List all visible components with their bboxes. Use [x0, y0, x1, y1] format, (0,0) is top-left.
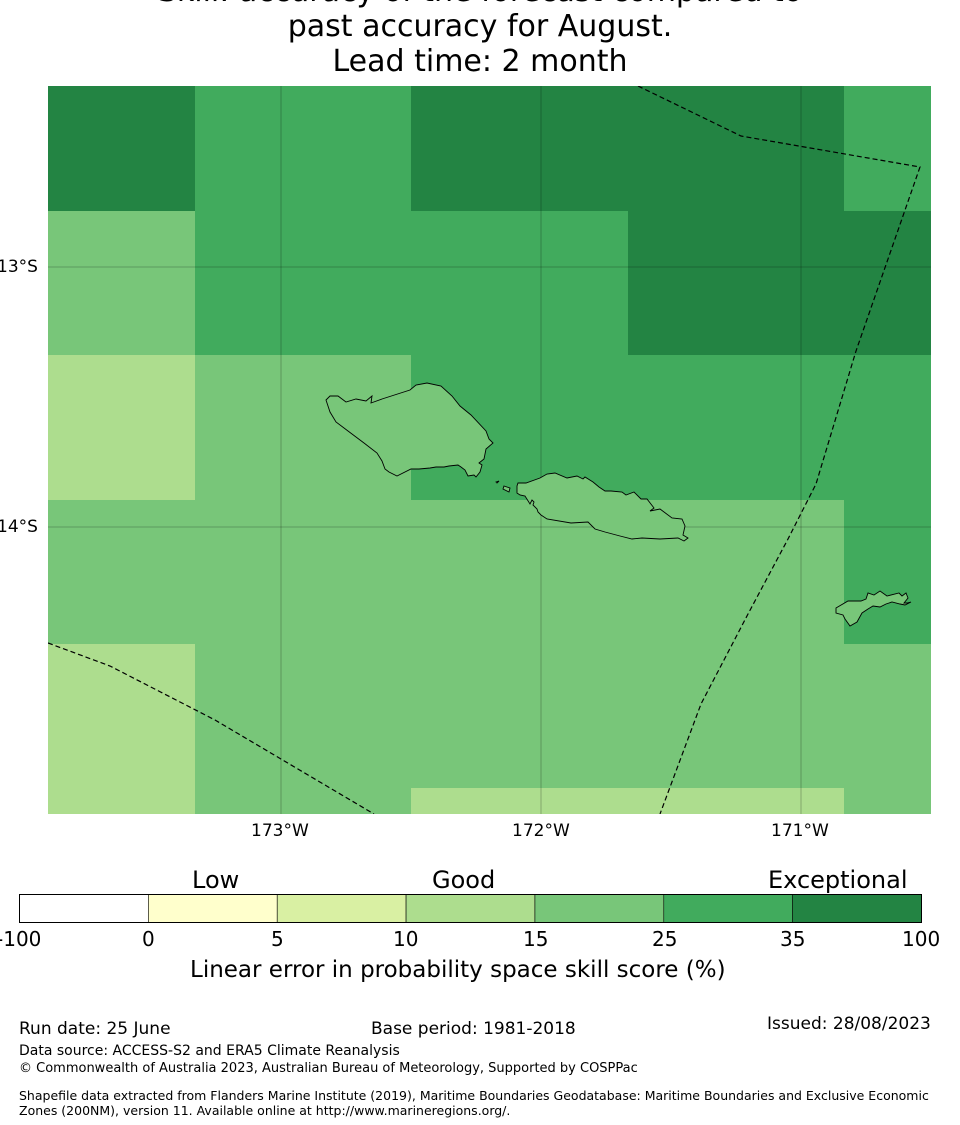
skill-cell: [48, 86, 195, 211]
colorbar-label: Linear error in probability space skill …: [190, 957, 726, 983]
run-date: Run date: 25 June: [19, 1019, 171, 1039]
tick-15: 15: [523, 927, 549, 951]
tick-minus100: -100: [0, 927, 42, 951]
eez-boundary-southwest: [48, 642, 375, 814]
skill-grid-cells: [48, 86, 931, 814]
skill-cell: [411, 211, 628, 355]
shapefile-credit: Shapefile data extracted from Flanders M…: [19, 1088, 929, 1118]
skill-cell: [48, 644, 195, 788]
lon-label-173w: 173°W: [251, 821, 309, 841]
base-period: Base period: 1981-2018: [371, 1019, 576, 1039]
skill-cell: [411, 86, 628, 211]
colorbar-swatch: [276, 894, 407, 923]
colorbar-swatch: [792, 894, 922, 923]
colorbar-swatch: [148, 894, 278, 923]
graticule: [48, 86, 931, 814]
skill-cell: [628, 788, 844, 814]
skill-cell: [628, 86, 844, 211]
data-source: Data source: ACCESS-S2 and ERA5 Climate …: [19, 1043, 400, 1059]
tick-100: 100: [902, 927, 941, 951]
upolu-island: [516, 472, 689, 542]
colorbar-swatch: [405, 894, 536, 923]
colorbar-swatch: [534, 894, 665, 923]
skill-cell: [48, 355, 195, 500]
skill-cell: [844, 211, 931, 355]
eez-boundaries: [48, 86, 921, 814]
skill-cell: [195, 644, 411, 788]
skill-cell: [48, 211, 195, 355]
tick-25: 25: [652, 927, 678, 951]
title-line-1: Skill: accuracy of the forecast compared…: [0, 0, 960, 9]
manono-island: [495, 480, 500, 484]
tick-35: 35: [780, 927, 806, 951]
savaii-island: [325, 382, 494, 478]
tick-5: 5: [271, 927, 284, 951]
skill-cell: [411, 788, 628, 814]
copyright: © Commonwealth of Australia 2023, Austra…: [19, 1061, 638, 1076]
category-exceptional: Exceptional: [768, 866, 908, 894]
skill-cell: [411, 644, 628, 788]
category-low: Low: [192, 866, 240, 894]
colorbar-swatch: [19, 894, 149, 923]
colorbar-swatches: [19, 894, 922, 923]
apolima-island: [502, 485, 511, 493]
skill-cell: [195, 86, 411, 211]
tick-10: 10: [393, 927, 419, 951]
chart-title: Skill: accuracy of the forecast compared…: [0, 0, 960, 79]
eez-boundary-east: [637, 86, 921, 814]
title-line-3: Lead time: 2 month: [332, 44, 628, 79]
lon-label-171w: 171°W: [771, 821, 829, 841]
lon-label-172w: 172°W: [512, 821, 570, 841]
skill-cell: [844, 788, 931, 814]
skill-cell: [628, 644, 844, 788]
skill-cell: [195, 788, 411, 814]
coastlines: [325, 382, 912, 627]
tutuila-island: [835, 590, 912, 627]
lat-label-13s: 13°S: [0, 257, 38, 277]
skill-cell: [48, 788, 195, 814]
skill-cell: [844, 86, 931, 211]
skill-cell: [628, 355, 844, 500]
category-good: Good: [432, 866, 496, 894]
issued-date: Issued: 28/08/2023: [767, 1014, 931, 1034]
skill-cell: [628, 211, 844, 355]
skill-cell: [844, 644, 931, 788]
tick-0: 0: [142, 927, 155, 951]
colorbar-swatch: [663, 894, 793, 923]
skill-cell: [195, 500, 411, 644]
skill-cell: [48, 500, 195, 644]
skill-cell: [195, 211, 411, 355]
map-canvas: [48, 86, 931, 814]
colorbar: [19, 894, 922, 923]
lat-label-14s: 14°S: [0, 517, 38, 537]
colorbar-frame: [19, 894, 922, 923]
skill-map: [48, 86, 931, 814]
title-line-2: past accuracy for August.: [287, 9, 673, 44]
skill-cell: [844, 355, 931, 500]
